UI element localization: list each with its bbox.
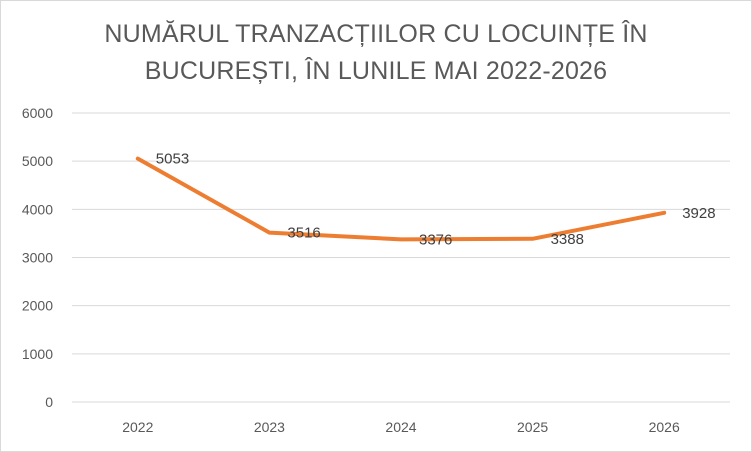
series-layer [135,156,667,242]
y-tick-label-1000: 1000 [22,346,53,362]
data-label-2025: 3388 [551,231,584,248]
data-label-2023: 3516 [287,225,320,242]
chart-title-line-1: NUMĂRUL TRANZACȚIILOR CU LOCUINȚE ÎN [104,20,648,48]
y-tick-label-2000: 2000 [22,298,53,314]
chart-title: NUMĂRUL TRANZACȚIILOR CU LOCUINȚE ÎN BUC… [0,16,752,90]
gridlines [72,112,730,403]
y-tick-label-0: 0 [45,394,53,410]
x-tick-label-2022: 2022 [122,419,153,435]
x-tick-label-2025: 2025 [517,419,548,435]
y-tick-label-4000: 4000 [22,201,53,217]
x-tick-label-2024: 2024 [385,419,416,435]
series-line-0 [135,156,667,242]
data-label-2024: 3376 [419,231,452,248]
data-label-2026: 3928 [682,205,715,222]
data-label-2022: 5053 [156,151,189,168]
x-tick-label-2026: 2026 [649,419,680,435]
x-tick-label-2023: 2023 [254,419,285,435]
y-tick-label-3000: 3000 [22,250,53,266]
chart-title-line-2: BUCUREȘTI, ÎN LUNILE MAI 2022-2026 [144,57,608,85]
y-tick-label-6000: 6000 [22,105,53,121]
y-tick-label-5000: 5000 [22,153,53,169]
y-axis-ticks: 0 1000 2000 3000 4000 5000 6000 [22,105,53,410]
data-labels: 5053 3516 3376 3388 3928 [156,151,716,249]
x-axis-ticks: 2022 2023 2024 2025 2026 [122,419,680,435]
